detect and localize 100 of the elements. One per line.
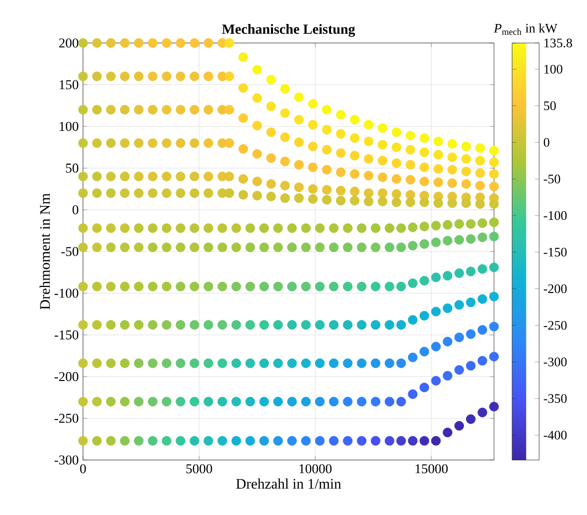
point bbox=[92, 320, 102, 330]
point bbox=[106, 282, 116, 292]
point bbox=[478, 218, 488, 228]
point bbox=[378, 156, 388, 166]
point bbox=[134, 242, 144, 252]
point bbox=[431, 238, 441, 248]
point bbox=[190, 358, 200, 368]
point bbox=[190, 396, 200, 406]
point bbox=[92, 223, 102, 233]
point bbox=[92, 358, 102, 368]
point bbox=[162, 172, 172, 182]
point bbox=[78, 358, 88, 368]
point bbox=[134, 396, 144, 406]
point bbox=[461, 179, 471, 189]
point bbox=[78, 242, 88, 252]
x-tick-label: 0 bbox=[80, 464, 86, 474]
point bbox=[392, 142, 402, 152]
point bbox=[420, 162, 430, 172]
point bbox=[176, 72, 186, 82]
point bbox=[259, 320, 269, 330]
point bbox=[238, 52, 248, 62]
color-bar-label: 0 bbox=[544, 138, 550, 147]
point bbox=[431, 342, 441, 352]
point bbox=[78, 138, 88, 148]
point bbox=[489, 402, 499, 412]
point bbox=[336, 148, 346, 158]
point bbox=[322, 194, 332, 205]
point bbox=[308, 142, 318, 152]
point bbox=[245, 436, 255, 446]
point bbox=[378, 196, 388, 206]
point bbox=[336, 186, 346, 196]
point bbox=[408, 436, 418, 446]
point bbox=[190, 223, 200, 233]
point bbox=[478, 264, 488, 274]
point bbox=[148, 242, 158, 252]
point bbox=[478, 356, 488, 366]
color-bar-label: 100 bbox=[544, 64, 562, 74]
point bbox=[420, 176, 430, 186]
point bbox=[433, 177, 444, 188]
point bbox=[78, 72, 88, 82]
point bbox=[408, 389, 418, 399]
point bbox=[224, 104, 234, 115]
point bbox=[162, 72, 172, 82]
point bbox=[447, 164, 458, 175]
point bbox=[370, 320, 380, 330]
point bbox=[461, 166, 471, 176]
point bbox=[420, 382, 430, 392]
point bbox=[378, 140, 388, 150]
point bbox=[148, 188, 158, 198]
point bbox=[280, 193, 290, 203]
point bbox=[396, 396, 406, 406]
point bbox=[322, 104, 332, 115]
point bbox=[308, 194, 318, 204]
point bbox=[350, 114, 360, 125]
point bbox=[364, 120, 374, 130]
point bbox=[328, 282, 339, 292]
point bbox=[287, 282, 297, 292]
point bbox=[322, 124, 332, 135]
point bbox=[308, 99, 318, 109]
point bbox=[218, 282, 228, 292]
point bbox=[204, 320, 214, 330]
y-tick-label: 200 bbox=[59, 38, 78, 48]
point bbox=[489, 146, 499, 156]
point bbox=[328, 223, 339, 233]
point bbox=[364, 196, 374, 206]
x-axis-title: Drehzahl in 1/min bbox=[236, 478, 342, 489]
point bbox=[218, 436, 228, 446]
point bbox=[120, 396, 130, 406]
point bbox=[384, 436, 394, 446]
point bbox=[204, 436, 214, 446]
point bbox=[252, 149, 262, 159]
point bbox=[454, 235, 464, 245]
point bbox=[287, 436, 297, 446]
point bbox=[280, 108, 290, 118]
point bbox=[218, 358, 228, 368]
point bbox=[273, 396, 283, 406]
point bbox=[224, 138, 234, 148]
point bbox=[384, 358, 394, 368]
point bbox=[489, 218, 499, 228]
color-bar-label: -350 bbox=[544, 394, 567, 403]
y-tick-label: -300 bbox=[54, 455, 78, 465]
y-tick-label: -250 bbox=[54, 414, 78, 423]
point bbox=[120, 104, 130, 115]
point bbox=[370, 223, 380, 233]
point bbox=[176, 436, 186, 446]
point bbox=[350, 150, 360, 160]
point bbox=[315, 282, 325, 292]
point bbox=[370, 396, 380, 406]
x-tick-label: 5000 bbox=[186, 464, 212, 474]
point bbox=[218, 320, 228, 330]
point bbox=[176, 188, 186, 198]
point bbox=[461, 142, 471, 152]
point bbox=[342, 223, 353, 233]
x-tick-label: 10000 bbox=[300, 464, 332, 474]
point bbox=[356, 223, 366, 233]
point bbox=[489, 232, 499, 242]
point bbox=[342, 436, 353, 446]
point bbox=[238, 190, 248, 200]
point bbox=[475, 168, 485, 178]
point bbox=[266, 127, 276, 138]
